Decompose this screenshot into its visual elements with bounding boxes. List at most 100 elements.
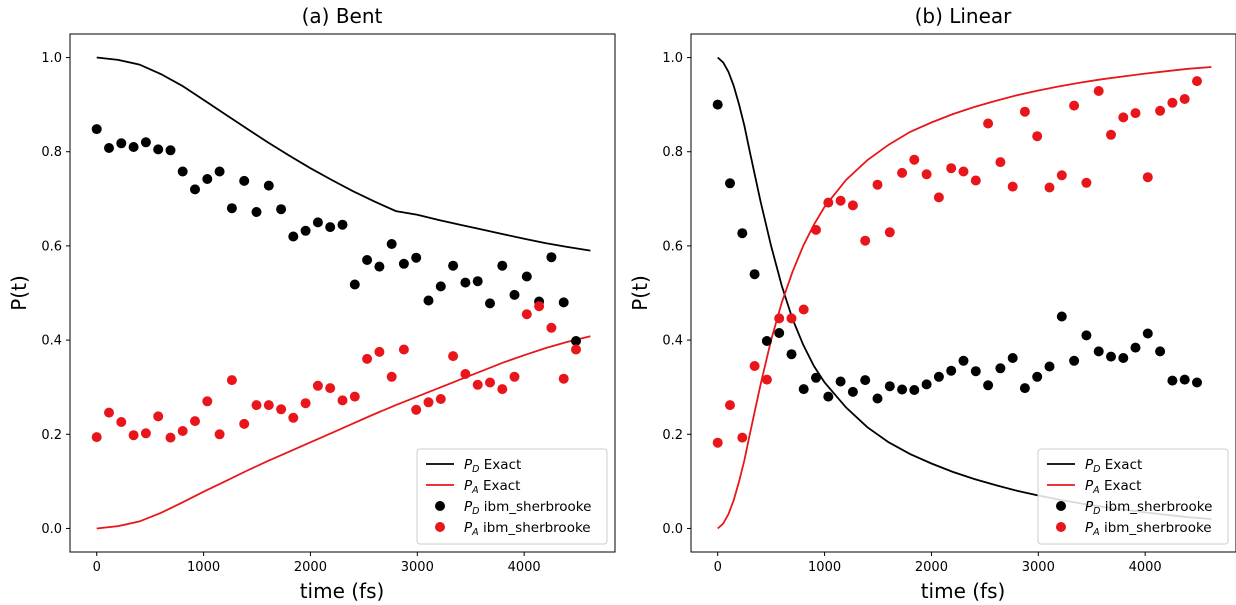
data-point-p-d-ibm-sherbrooke — [177, 166, 188, 177]
data-point-p-d-ibm-sherbrooke — [1192, 377, 1202, 388]
legend-label: PD Exact — [464, 457, 521, 475]
data-point-p-a-ibm-sherbrooke — [1093, 86, 1104, 96]
y-axis-label: P(t) — [7, 275, 31, 311]
data-point-p-a-ibm-sherbrooke — [725, 400, 735, 411]
data-point-p-d-ibm-sherbrooke — [386, 239, 397, 249]
x-axis-ticks: 0 1000 2000 3000 4000 — [714, 552, 1162, 575]
y-axis-ticks: 0.0 0.2 0.4 0.6 0.8 1.0 — [662, 51, 691, 537]
data-point-p-a-ibm-sherbrooke — [485, 377, 495, 388]
data-point-p-a-ibm-sherbrooke — [104, 407, 114, 418]
data-point-p-a-ibm-sherbrooke — [1130, 108, 1141, 119]
data-point-p-a-ibm-sherbrooke — [1069, 100, 1080, 111]
data-point-p-a-ibm-sherbrooke — [337, 395, 348, 406]
data-point-p-a-ibm-sherbrooke — [239, 418, 250, 429]
y-tick-label: 0.8 — [662, 145, 683, 160]
legend-label-symbol: P — [1085, 520, 1094, 536]
data-point-p-a-ibm-sherbrooke — [91, 432, 102, 443]
data-point-p-a-ibm-sherbrooke — [386, 371, 397, 382]
data-point-p-d-ibm-sherbrooke — [546, 252, 557, 263]
data-point-p-d-ibm-sherbrooke — [995, 363, 1006, 374]
x-axis-label: time (fs) — [921, 579, 1006, 603]
data-point-p-d-ibm-sherbrooke — [251, 207, 262, 217]
data-point-p-d-ibm-sherbrooke — [921, 379, 932, 390]
data-point-p-a-ibm-sherbrooke — [521, 309, 532, 320]
data-point-p-d-ibm-sherbrooke — [1056, 311, 1067, 322]
data-point-p-a-ibm-sherbrooke — [312, 380, 323, 391]
legend-label-symbol: P — [1085, 499, 1094, 515]
data-point-p-d-ibm-sherbrooke — [1118, 353, 1129, 363]
y-tick-label: 0.2 — [41, 428, 62, 443]
data-point-p-d-ibm-sherbrooke — [460, 277, 471, 288]
data-point-p-d-ibm-sherbrooke — [1093, 346, 1104, 357]
data-point-p-a-ibm-sherbrooke — [276, 404, 287, 415]
y-axis-label: P(t) — [628, 275, 652, 311]
data-point-p-d-ibm-sherbrooke — [91, 124, 102, 135]
data-point-p-d-ibm-sherbrooke — [823, 391, 834, 402]
legend-label-text: ibm_sherbrooke — [1100, 499, 1212, 515]
data-point-p-a-ibm-sherbrooke — [1142, 172, 1153, 183]
data-point-p-a-ibm-sherbrooke — [1192, 76, 1202, 87]
data-point-p-a-ibm-sherbrooke — [897, 167, 908, 178]
data-point-p-d-ibm-sherbrooke — [1167, 375, 1178, 386]
bent-panel: (a) Bent 0 1000 2000 3000 4000 0.0 0.2 0.4 0.6 0… — [7, 4, 616, 603]
data-point-p-d-ibm-sherbrooke — [958, 355, 969, 366]
y-tick-label: 0.6 — [41, 239, 62, 254]
x-tick-label: 1000 — [187, 560, 220, 575]
data-point-p-a-ibm-sherbrooke — [1106, 129, 1116, 140]
legend-label-text: Exact — [1100, 478, 1142, 494]
data-point-p-a-ibm-sherbrooke — [872, 179, 883, 190]
data-point-p-a-ibm-sherbrooke — [970, 175, 981, 186]
data-point-p-a-ibm-sherbrooke — [349, 391, 360, 402]
data-point-p-d-ibm-sherbrooke — [884, 381, 895, 392]
data-point-p-d-ibm-sherbrooke — [374, 261, 385, 272]
data-point-p-a-ibm-sherbrooke — [1044, 182, 1055, 193]
data-point-p-a-ibm-sherbrooke — [823, 197, 834, 208]
legend-dot-swatch — [435, 501, 445, 511]
plot-frame — [690, 33, 1236, 553]
y-tick-label: 0.8 — [41, 145, 62, 160]
data-point-p-d-ibm-sherbrooke — [263, 180, 274, 191]
data-point-p-d-ibm-sherbrooke — [872, 393, 883, 404]
series-line-p-a-exact — [717, 66, 1212, 530]
legend-dot-swatch — [1056, 501, 1066, 511]
x-tick-label: 3000 — [1022, 560, 1055, 575]
data-point-p-d-ibm-sherbrooke — [737, 228, 748, 239]
legend-box — [1037, 448, 1229, 545]
legend-label-symbol: P — [464, 457, 473, 473]
data-point-p-a-ibm-sherbrooke — [460, 369, 471, 379]
y-tick-label: 0.0 — [41, 522, 62, 537]
data-point-p-d-ibm-sherbrooke — [725, 178, 735, 189]
data-point-p-a-ibm-sherbrooke — [1118, 112, 1129, 123]
plot-area — [91, 56, 591, 530]
data-point-p-a-ibm-sherbrooke — [435, 394, 446, 404]
data-point-p-d-ibm-sherbrooke — [165, 145, 176, 156]
data-point-p-a-ibm-sherbrooke — [1155, 105, 1166, 116]
data-point-p-d-ibm-sherbrooke — [1142, 328, 1153, 339]
data-point-p-d-ibm-sherbrooke — [847, 386, 858, 397]
data-point-p-d-ibm-sherbrooke — [1032, 371, 1043, 382]
data-point-p-d-ibm-sherbrooke — [448, 260, 459, 271]
data-point-p-a-ibm-sherbrooke — [983, 118, 994, 129]
data-point-p-a-ibm-sherbrooke — [1056, 170, 1067, 181]
data-point-p-a-ibm-sherbrooke — [497, 384, 508, 395]
data-point-p-d-ibm-sherbrooke — [411, 252, 422, 263]
data-point-p-d-ibm-sherbrooke — [300, 225, 311, 236]
data-point-p-a-ibm-sherbrooke — [835, 195, 846, 206]
x-tick-label: 3000 — [401, 560, 434, 575]
data-point-p-d-ibm-sherbrooke — [909, 385, 920, 395]
x-axis-ticks: 0 1000 2000 3000 4000 — [93, 552, 541, 575]
chart-title: (b) Linear — [915, 4, 1013, 28]
data-point-p-d-ibm-sherbrooke — [970, 366, 981, 377]
legend-label-text: ibm_sherbrooke — [479, 520, 591, 536]
data-point-p-a-ibm-sherbrooke — [411, 404, 422, 415]
data-point-p-a-ibm-sherbrooke — [362, 353, 373, 364]
data-point-p-d-ibm-sherbrooke — [811, 372, 821, 383]
chart-title: (a) Bent — [302, 4, 383, 28]
data-point-p-d-ibm-sherbrooke — [153, 144, 164, 155]
data-point-p-a-ibm-sherbrooke — [1032, 131, 1043, 142]
y-tick-label: 0.4 — [41, 334, 62, 349]
data-point-p-d-ibm-sherbrooke — [349, 279, 360, 290]
x-tick-label: 2000 — [915, 560, 948, 575]
